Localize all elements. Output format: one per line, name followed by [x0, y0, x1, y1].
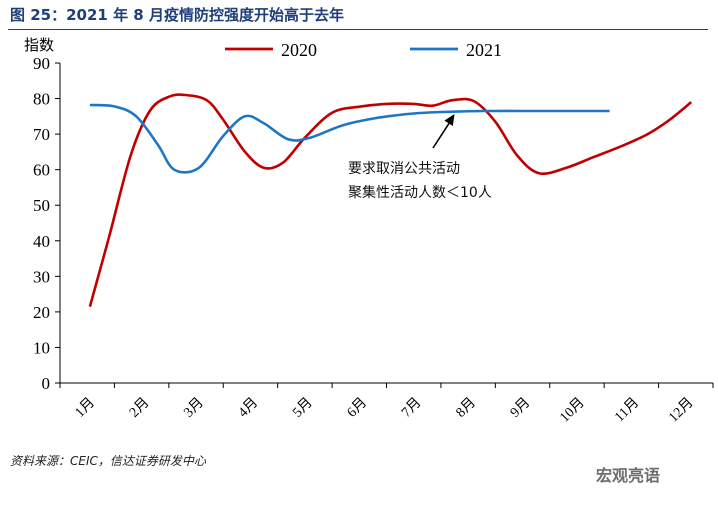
- annotation-text-line: 聚集性活动人数＜10人: [348, 184, 492, 201]
- watermark-logo: 宏观亮语: [596, 466, 661, 485]
- y-tick-label: 90: [33, 54, 50, 73]
- y-tick-label: 70: [33, 125, 50, 144]
- x-tick-label: 4月: [235, 395, 261, 421]
- x-tick-label: 5月: [290, 395, 316, 421]
- annotation-text-line: 要求取消公共活动: [348, 161, 460, 177]
- x-tick-label: 8月: [453, 395, 479, 421]
- chart-axes: 0 10 20 30 40 50 60 70 80 90 1月 2月 3月 4月 5月 6月 7月 8月 9月 10月…: [24, 36, 714, 426]
- series-line-2020: [88, 93, 693, 307]
- y-tick-label: 50: [33, 196, 50, 215]
- legend-label-2020: 2020: [281, 40, 317, 60]
- x-tick-label: 2月: [126, 395, 152, 421]
- y-tick-label: 30: [33, 267, 50, 286]
- x-tick-label: 1月: [72, 395, 98, 421]
- y-tick-label: 40: [33, 232, 50, 251]
- figure-title: 图 25：2021 年 8 月疫情防控强度开始高于去年: [10, 6, 344, 24]
- x-tick-label: 6月: [344, 395, 370, 421]
- y-tick-label: 20: [33, 303, 50, 322]
- x-tick-label: 11月: [611, 395, 642, 426]
- source-note: 资料来源：CEIC，信达证券研发中心: [10, 454, 206, 468]
- series-line-2021: [89, 103, 610, 174]
- series-layer: [88, 93, 693, 307]
- x-tick-label: 3月: [181, 395, 207, 421]
- y-tick-label: 80: [33, 90, 50, 109]
- x-tick-label: 12月: [666, 395, 697, 426]
- x-tick-label: 10月: [557, 395, 588, 426]
- y-tick-label: 10: [33, 338, 50, 357]
- chart-legend: 2020 2021: [225, 40, 502, 60]
- y-axis-label: 指数: [24, 36, 54, 54]
- legend-label-2021: 2021: [466, 40, 502, 60]
- x-tick-label: 9月: [507, 395, 533, 421]
- annotation-arrow-head: [444, 114, 455, 126]
- y-tick-label: 60: [33, 161, 50, 180]
- title-divider: [8, 29, 708, 30]
- x-tick-label: 7月: [398, 395, 424, 421]
- y-tick-label: 0: [42, 374, 51, 393]
- line-chart: 0 10 20 30 40 50 60 70 80 90 1月 2月 3月 4月 5月 6月 7月 8月 9月 10月…: [24, 36, 714, 426]
